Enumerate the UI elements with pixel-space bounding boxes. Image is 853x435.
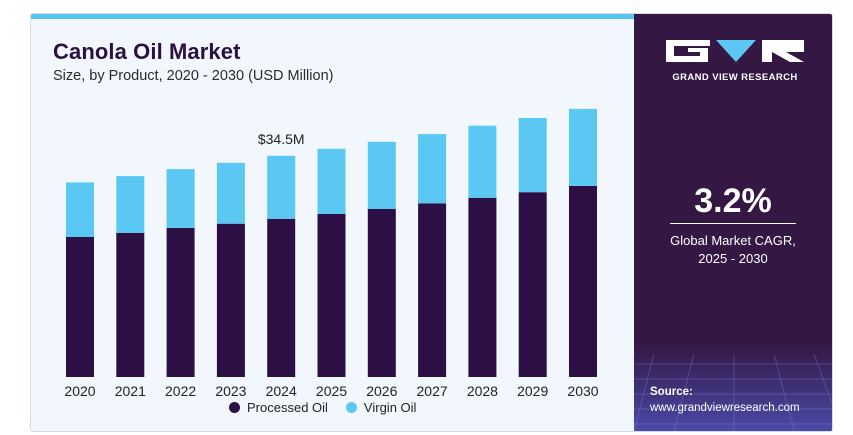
x-tick-label-2024: 2024 — [266, 383, 297, 399]
cagr-value: 3.2% — [694, 182, 772, 220]
brand-name: GRAND VIEW RESEARCH — [672, 72, 798, 83]
legend-swatch-processed-oil — [229, 402, 240, 413]
legend-label-processed-oil: Processed Oil — [247, 400, 328, 415]
bar-processed-oil-2026 — [367, 209, 396, 377]
x-tick-label-2022: 2022 — [165, 383, 196, 399]
x-tick-label-2025: 2025 — [316, 383, 347, 399]
x-tick-label-2023: 2023 — [215, 383, 246, 399]
bar-chart: 2020 2021 2022 2023 2024 $34.5M 2025 2026 2027 20… — [64, 108, 599, 399]
cagr-label: Global Market CAGR, 2025 - 2030 — [634, 232, 832, 268]
legend-item-virgin-oil: Virgin Oil — [345, 400, 417, 415]
bar-virgin-oil-2024 — [267, 155, 296, 219]
bar-processed-oil-2027 — [418, 203, 447, 377]
x-tick-label-2026: 2026 — [366, 383, 397, 399]
bar-processed-oil-2029 — [518, 192, 547, 377]
annotation-2024: $34.5M — [258, 131, 305, 147]
bar-processed-oil-2030 — [569, 185, 597, 377]
bar-virgin-oil-2025 — [317, 148, 346, 214]
cagr-label-line1: Global Market CAGR, — [670, 233, 796, 248]
bar-processed-oil-2023 — [216, 223, 245, 377]
source-title: Source: — [650, 386, 693, 398]
x-tick-label-2020: 2020 — [64, 383, 95, 399]
chart-card: Canola Oil Market Size, by Product, 2020… — [30, 13, 833, 432]
legend-swatch-virgin-oil — [345, 402, 357, 413]
x-tick-label-2027: 2027 — [417, 383, 448, 399]
x-tick-label-2030: 2030 — [567, 383, 598, 399]
chart-area: Canola Oil Market Size, by Product, 2020… — [31, 19, 634, 431]
chart-title: Canola Oil Market — [53, 39, 241, 64]
x-tick-label-2029: 2029 — [517, 383, 548, 399]
bar-processed-oil-2020 — [66, 237, 94, 377]
bar-processed-oil-2028 — [468, 197, 497, 377]
chart-subtitle: Size, by Product, 2020 - 2030 (USD Milli… — [53, 68, 334, 84]
x-tick-label-2028: 2028 — [467, 383, 498, 399]
cagr-divider — [670, 223, 796, 224]
top-accent-bar — [31, 14, 634, 19]
legend: Processed Oil Virgin Oil — [229, 400, 416, 415]
bar-processed-oil-2024 — [267, 218, 296, 377]
legend-label-virgin-oil: Virgin Oil — [363, 400, 417, 415]
bar-virgin-oil-2026 — [367, 141, 396, 209]
bar-virgin-oil-2029 — [518, 118, 547, 193]
bar-virgin-oil-2020 — [66, 182, 94, 237]
bar-processed-oil-2022 — [166, 227, 195, 377]
logo-icon — [666, 40, 804, 62]
brand-logo: GRAND VIEW RESEARCH — [660, 36, 810, 83]
bar-processed-oil-2025 — [317, 213, 346, 377]
source-url[interactable]: www.grandviewresearch.com — [650, 402, 800, 414]
legend-item-processed-oil: Processed Oil — [229, 400, 328, 415]
grid-pattern-decoration — [634, 344, 832, 431]
bar-virgin-oil-2030 — [569, 108, 597, 186]
bar-virgin-oil-2028 — [468, 125, 497, 198]
cagr-label-line2: 2025 - 2030 — [698, 251, 768, 266]
bar-processed-oil-2021 — [116, 232, 145, 377]
bar-virgin-oil-2021 — [116, 176, 145, 233]
x-tick-label-2021: 2021 — [115, 383, 146, 399]
side-panel: GRAND VIEW RESEARCH 3.2% Global Market C… — [634, 14, 832, 431]
bar-virgin-oil-2027 — [418, 134, 447, 204]
bar-virgin-oil-2023 — [216, 162, 245, 224]
bar-virgin-oil-2022 — [166, 169, 195, 228]
